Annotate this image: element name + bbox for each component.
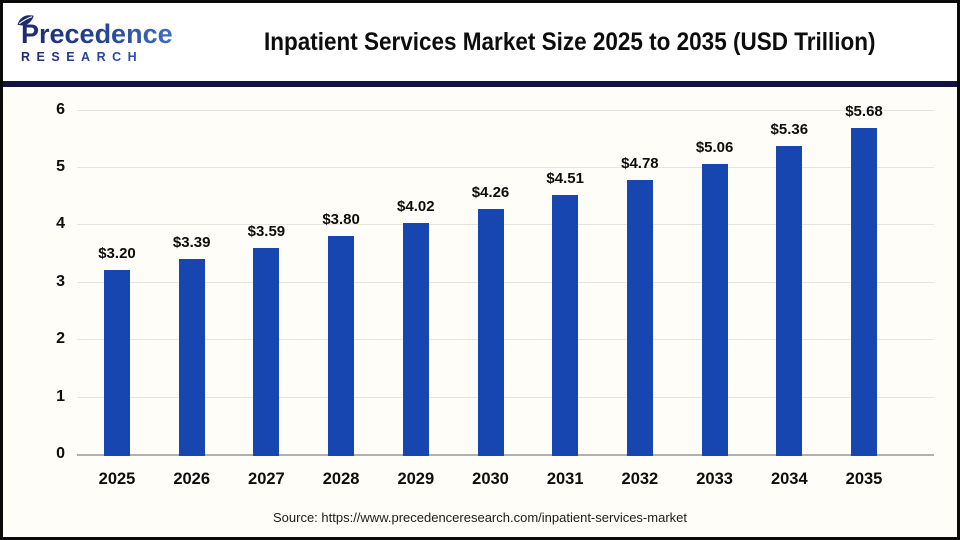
bar-value-label: $4.02 bbox=[397, 198, 435, 216]
y-axis-tick-label: 4 bbox=[56, 215, 65, 233]
bar-value-label: $3.20 bbox=[98, 245, 136, 263]
logo-wordmark: Precedence bbox=[21, 20, 211, 48]
bar-value-label: $4.26 bbox=[471, 184, 510, 202]
x-axis-tick-label: 2027 bbox=[248, 470, 285, 488]
header: Precedence RESEARCH Inpatient Services M… bbox=[3, 3, 957, 81]
bar-value-label: $5.06 bbox=[695, 138, 734, 156]
bar-2031 bbox=[552, 195, 579, 456]
gridline-y4 bbox=[77, 224, 934, 226]
bar-value-label: $3.59 bbox=[247, 222, 286, 240]
bar-value-label: $5.36 bbox=[770, 121, 809, 139]
bar-2033 bbox=[701, 163, 728, 456]
y-axis-tick-label: 6 bbox=[56, 100, 65, 118]
bar-2032 bbox=[626, 179, 653, 456]
bar-value-label: $5.68 bbox=[845, 102, 883, 120]
x-axis-tick-label: 2033 bbox=[696, 470, 733, 488]
leaf-icon bbox=[17, 14, 34, 26]
gridline-y5 bbox=[77, 167, 934, 168]
x-axis-tick-label: 2031 bbox=[546, 470, 584, 488]
bar-value-label: $4.78 bbox=[621, 154, 659, 172]
x-axis-tick-label: 2034 bbox=[770, 470, 808, 488]
x-axis-tick-label: 2029 bbox=[397, 470, 435, 488]
gridline-y1 bbox=[77, 396, 934, 398]
bar-2029 bbox=[402, 223, 429, 456]
x-axis-tick-label: 2025 bbox=[98, 470, 136, 488]
title-container: Inpatient Services Market Size 2025 to 2… bbox=[211, 28, 957, 57]
chart-title: Inpatient Services Market Size 2025 to 2… bbox=[264, 27, 876, 56]
x-axis-tick-label: 2026 bbox=[173, 470, 211, 488]
chart-area: 0 1 2 3 4 5 6 $3.20 2025 $3.39 2026 $3.59 2027 $3.80 2… bbox=[3, 87, 957, 537]
bar-value-label: $3.39 bbox=[172, 234, 211, 252]
x-axis-line bbox=[77, 454, 934, 456]
x-axis-tick-label: 2035 bbox=[845, 470, 883, 488]
logo-subtitle: RESEARCH bbox=[21, 51, 211, 64]
header-separator bbox=[3, 81, 957, 87]
y-axis-tick-label: 1 bbox=[56, 387, 65, 405]
x-axis-tick-label: 2028 bbox=[322, 470, 360, 488]
bar-2028 bbox=[328, 235, 355, 456]
bar-2026 bbox=[178, 259, 205, 456]
y-axis-tick-label: 0 bbox=[56, 445, 65, 462]
source-caption: Source: https://www.precedenceresearch.c… bbox=[272, 510, 687, 525]
bar-2025 bbox=[104, 270, 130, 456]
bar-value-label: $4.51 bbox=[546, 170, 584, 188]
y-axis-tick-label: 5 bbox=[56, 158, 65, 175]
gridline-y2 bbox=[77, 339, 934, 341]
x-axis-tick-label: 2030 bbox=[472, 470, 509, 488]
precedence-research-logo: Precedence RESEARCH bbox=[17, 14, 211, 64]
bar-value-label: $3.80 bbox=[322, 210, 360, 228]
gridline-y3 bbox=[77, 281, 934, 283]
x-axis-tick-label: 2032 bbox=[621, 470, 659, 488]
y-axis-tick-label: 2 bbox=[56, 330, 65, 348]
bar-2034 bbox=[776, 146, 803, 456]
bar-2030 bbox=[477, 209, 504, 456]
y-axis-tick-label: 3 bbox=[56, 272, 65, 290]
gridline-y6 bbox=[77, 109, 934, 111]
bar-2035 bbox=[851, 127, 877, 456]
bar-2027 bbox=[253, 247, 280, 456]
